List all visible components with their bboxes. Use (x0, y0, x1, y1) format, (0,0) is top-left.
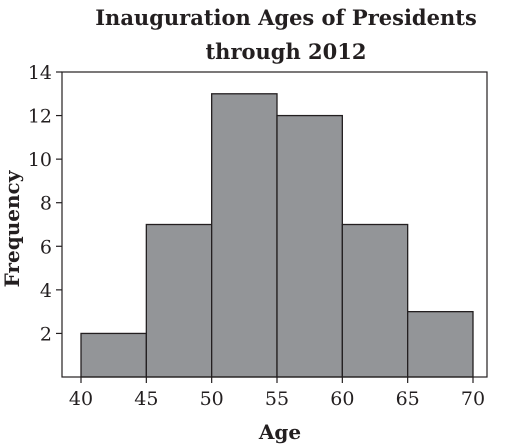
histogram-bar-65-70 (407, 310, 474, 378)
x-tick-label: 45 (134, 388, 158, 410)
histogram-bar-50-55 (211, 93, 278, 378)
y-tick-label: 6 (40, 236, 52, 258)
histogram-bars (80, 93, 474, 378)
y-tick-label: 10 (28, 149, 52, 171)
x-tick-label: 40 (69, 388, 93, 410)
y-tick-label: 12 (28, 106, 52, 128)
x-tick-label: 65 (396, 388, 420, 410)
x-tick-label: 60 (330, 388, 354, 410)
histogram-bar-55-60 (276, 114, 343, 378)
histogram-bar-45-50 (145, 223, 213, 378)
x-tick-label: 70 (461, 388, 485, 410)
x-axis-label: Age (258, 420, 301, 444)
histogram-bar-60-65 (341, 223, 409, 378)
y-tick-label: 8 (40, 193, 52, 215)
x-tick-label: 50 (200, 388, 224, 410)
histogram-bar-40-45 (80, 332, 147, 378)
y-axis-label: Frequency (0, 169, 24, 287)
y-tick-label: 14 (28, 62, 52, 84)
chart-title-line-1: Inauguration Ages of Presidents (95, 5, 477, 30)
chart-title-line-2: through 2012 (205, 39, 366, 64)
y-axis-ticks: 2 4 6 8 10 12 14 (28, 62, 62, 345)
y-tick-label: 2 (40, 323, 52, 345)
x-tick-label: 55 (265, 388, 289, 410)
plot-frame (61, 71, 488, 378)
x-axis-ticks: 40 45 50 55 60 65 70 (69, 377, 485, 410)
y-tick-label: 4 (40, 280, 52, 302)
